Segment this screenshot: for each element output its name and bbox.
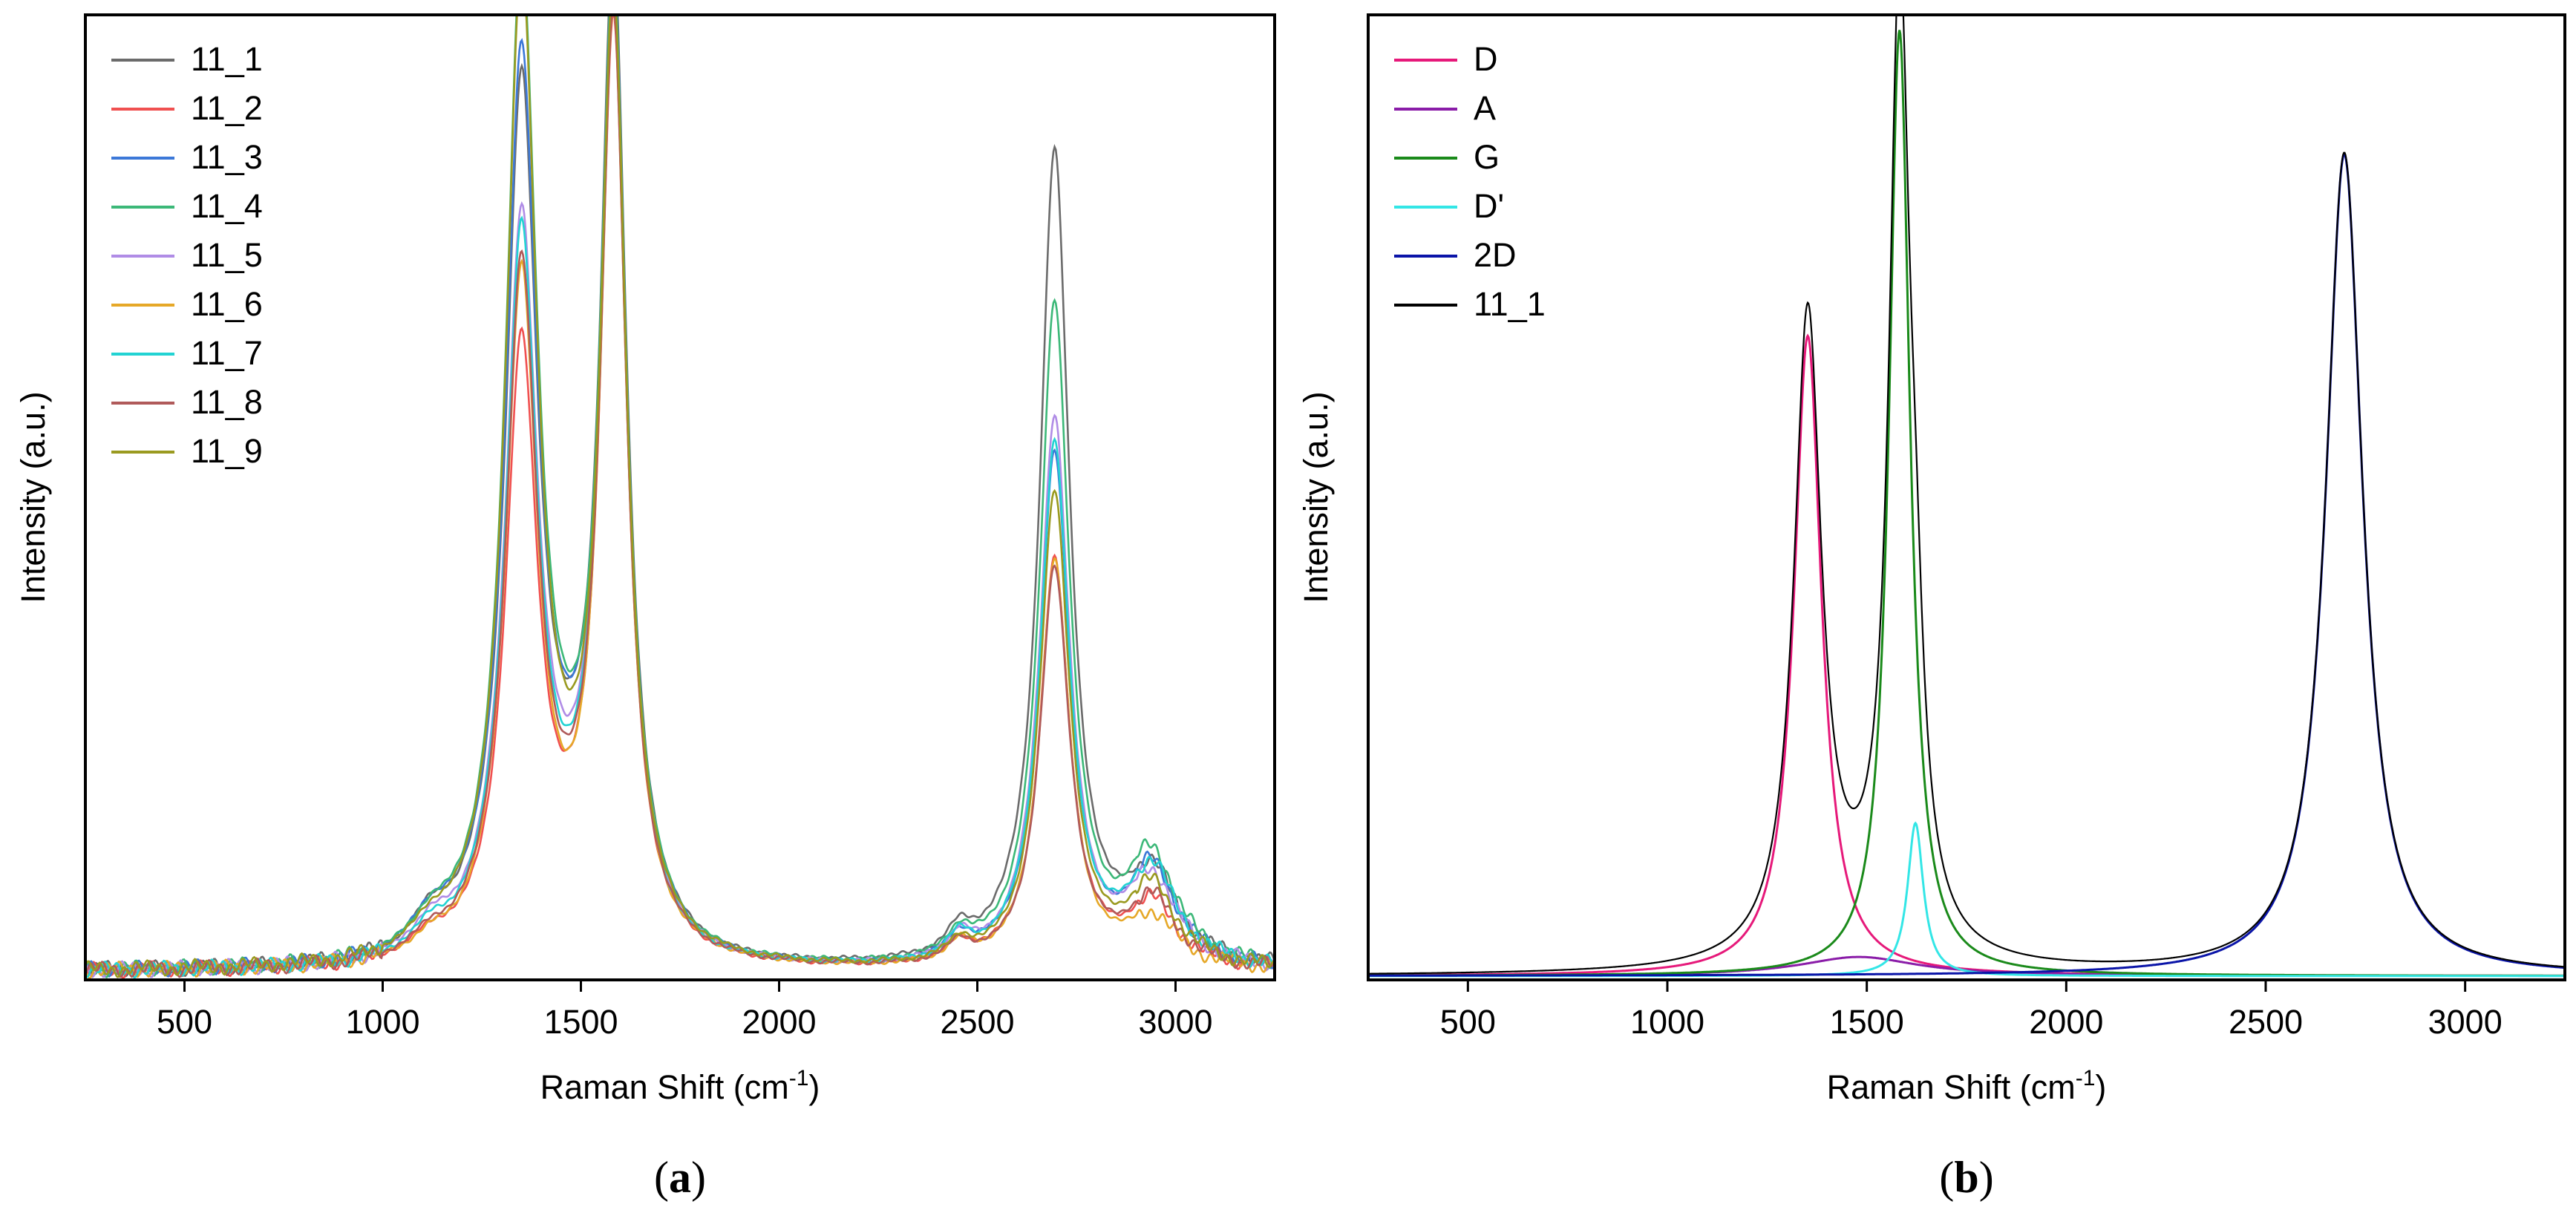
panel-b-x-tick-label: 2500 — [2229, 1003, 2303, 1041]
panel-b-y-axis-title: Intensity (a.u.) — [1297, 391, 1335, 603]
panel-a-series-11_9 — [85, 15, 1275, 978]
panel-b-x-tick-label: 1000 — [1630, 1003, 1704, 1041]
panel-b-x-tick-label: 500 — [1440, 1003, 1496, 1041]
panel-b-series-11_1 — [1368, 15, 2565, 975]
panel-a-legend-label: 11_4 — [191, 187, 263, 225]
panel-a-legend-label: 11_7 — [191, 334, 263, 372]
panel-a-series-11_6 — [85, 15, 1275, 979]
panel-a-x-axis-title: Raman Shift (cm-1) — [540, 1066, 820, 1106]
panel-b-series-G — [1368, 30, 2565, 977]
panel-b-legend-label: A — [1474, 89, 1496, 127]
panel-b-legend-label: D' — [1474, 187, 1504, 225]
panel-b-caption: (b) — [1939, 1153, 1993, 1202]
panel-a-legend-label: 11_3 — [191, 138, 263, 176]
panel-a-series-11_7 — [85, 15, 1275, 978]
panel-b-plot-frame — [1367, 13, 2566, 981]
panel-a-legend-label: 11_8 — [191, 383, 263, 421]
panel-b-x-ticks: 500 1000 1500 2000 2500 3000 — [1440, 980, 2503, 1041]
panel-a-x-tick-label: 500 — [157, 1003, 212, 1041]
panel-b-x-tick-label: 1500 — [1830, 1003, 1904, 1041]
panel-a-series-11_4 — [85, 15, 1275, 978]
panel-b-legend: DAG D' 2D 11_1 — [1394, 40, 1546, 323]
panel-a-x-tick-label: 2000 — [742, 1003, 816, 1041]
panel-a-legend-label: 11_5 — [191, 236, 263, 274]
panel-a-x-tick-label: 1000 — [345, 1003, 419, 1041]
panel-a-legend-label: 11_2 — [191, 89, 263, 127]
panel-b-legend-label: D — [1474, 40, 1498, 78]
panel-b-legend-label: G — [1474, 138, 1500, 176]
panel-b-x-axis-title: Raman Shift (cm-1) — [1827, 1066, 2107, 1106]
panel-a-x-ticks: 500 1000 1500 2000 2500 3000 — [157, 980, 1213, 1041]
panel-b-legend-label: 11_1 — [1474, 285, 1546, 323]
panel-a-x-tick-label: 1500 — [543, 1003, 618, 1041]
panel-b-series-2D — [1368, 153, 2565, 977]
panel-a-legend-label: 11_9 — [191, 432, 263, 470]
panel-a-x-tick-label: 3000 — [1138, 1003, 1212, 1041]
panel-a-y-axis-title: Intensity (a.u.) — [14, 391, 52, 603]
panel-a-legend-label: 11_1 — [191, 40, 263, 78]
panel-b-legend-label: 2D — [1474, 236, 1517, 274]
panel-a-series-11_1 — [85, 15, 1275, 978]
panel-b-curves — [1368, 15, 2565, 978]
panel-a-series-11_2 — [85, 15, 1275, 980]
panel-b-x-tick-label: 3000 — [2428, 1003, 2503, 1041]
panel-b-series-D — [1368, 333, 2565, 977]
panel-b: 500 1000 1500 2000 2500 3000 DAG D' 2D 11_1 Inte… — [1297, 13, 2566, 1202]
panel-a-x-tick-label: 2500 — [940, 1003, 1014, 1041]
panel-b-x-tick-label: 2000 — [2029, 1003, 2103, 1041]
panel-a-curves — [85, 15, 1275, 980]
panel-a: 500 1000 1500 2000 2500 3000 11_1 11_2 11_3 11_4… — [14, 13, 1276, 1202]
panel-a-series-11_8 — [85, 15, 1275, 978]
panel-a-legend-label: 11_6 — [191, 285, 263, 323]
panel-a-plot-frame — [84, 13, 1276, 981]
panel-b-series-Dprime — [1368, 821, 2565, 978]
panel-a-caption: (a) — [654, 1153, 706, 1202]
panel-a-legend: 11_1 11_2 11_3 11_4 11_5 11_6 11_7 11_8 11_9 — [111, 40, 263, 470]
